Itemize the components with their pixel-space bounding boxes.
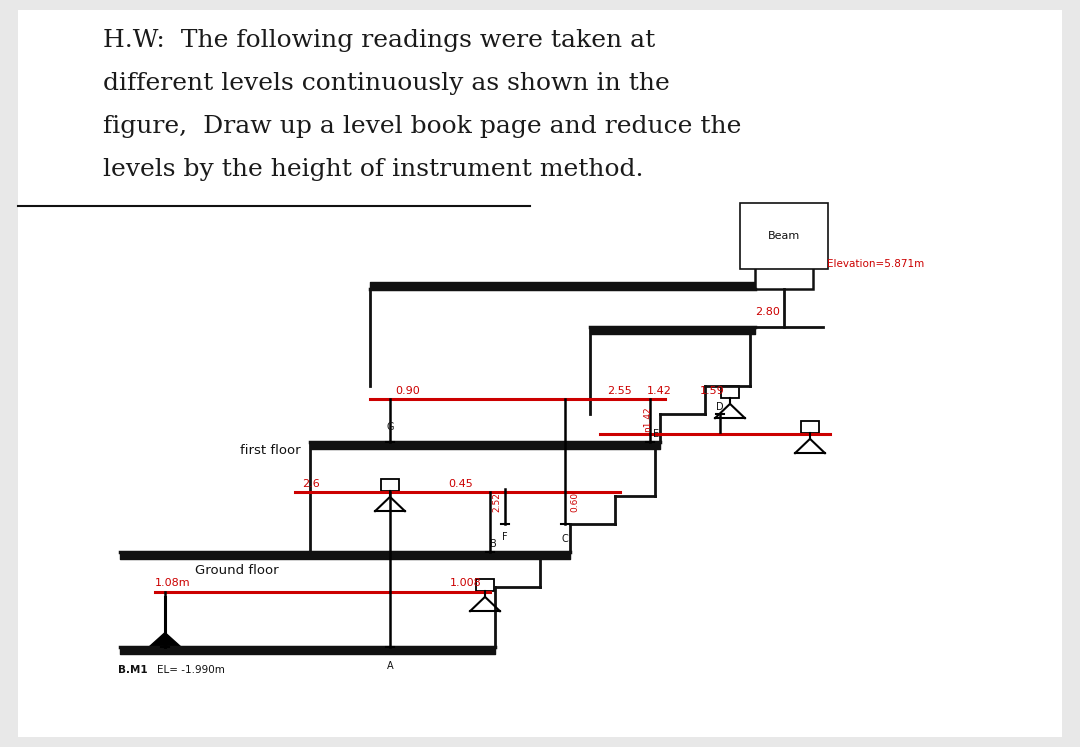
Text: 0.60: 0.60 [570,492,579,512]
Text: different levels continuously as shown in the: different levels continuously as shown i… [95,72,670,95]
Bar [476,580,494,591]
Text: figure,  Draw up a level book page and reduce the: figure, Draw up a level book page and re… [95,115,741,138]
Bar [755,249,813,289]
Bar [801,421,819,433]
Text: G: G [387,422,394,432]
Text: 1.008: 1.008 [450,578,482,588]
Text: 2.80: 2.80 [755,307,780,317]
Text: n1.42: n1.42 [644,406,652,432]
Text: F: F [502,532,508,542]
Text: 2.55: 2.55 [607,386,632,396]
Polygon shape [149,633,181,647]
Text: 0.45: 0.45 [448,479,473,489]
Text: 2.52: 2.52 [492,492,501,512]
Text: B: B [489,539,497,549]
Bar [721,386,739,398]
Text: H.W:  The following readings were taken at: H.W: The following readings were taken a… [95,29,656,52]
Text: E: E [653,429,659,439]
Text: C: C [562,534,568,544]
Text: Elevation=5.871m: Elevation=5.871m [827,259,924,269]
Text: B.M1: B.M1 [118,665,148,675]
Text: A: A [387,661,393,671]
Text: 1.42: 1.42 [647,386,672,396]
Text: Ground floor: Ground floor [195,564,279,577]
Text: 1.59: 1.59 [700,386,725,396]
Text: first floor: first floor [240,444,300,456]
Text: Beam: Beam [768,231,800,241]
Text: levels by the height of instrument method.: levels by the height of instrument metho… [95,158,644,181]
Text: 2.6: 2.6 [302,479,320,489]
Bar [381,480,400,491]
Text: D: D [716,402,724,412]
Text: 1.08m: 1.08m [156,578,191,588]
Text: EL= -1.990m: EL= -1.990m [157,665,225,675]
Text: 0.90: 0.90 [395,386,420,396]
